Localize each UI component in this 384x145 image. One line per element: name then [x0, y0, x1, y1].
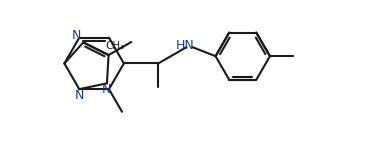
Text: N: N	[74, 89, 84, 102]
Text: N: N	[102, 83, 112, 96]
Text: CH₃: CH₃	[106, 41, 125, 51]
Text: HN: HN	[175, 39, 194, 52]
Text: N: N	[72, 29, 81, 42]
